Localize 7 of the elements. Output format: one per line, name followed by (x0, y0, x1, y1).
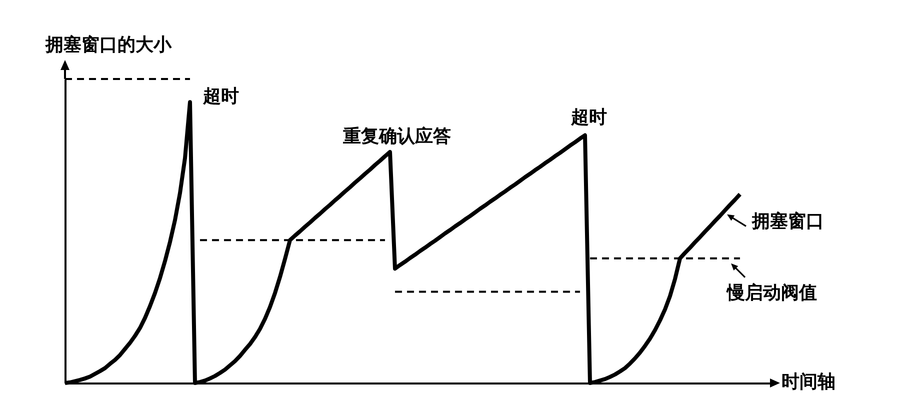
legend-label: 拥塞窗口 (751, 211, 824, 232)
annotation: 重复确认应答 (342, 126, 451, 147)
annotation: 超时 (202, 86, 239, 108)
y-axis-title: 拥塞窗口的大小 (44, 34, 172, 56)
annotation: 超时 (570, 107, 607, 128)
x-axis-title: 时间轴 (782, 372, 836, 392)
series-label: 慢启动阀值 (726, 282, 817, 304)
